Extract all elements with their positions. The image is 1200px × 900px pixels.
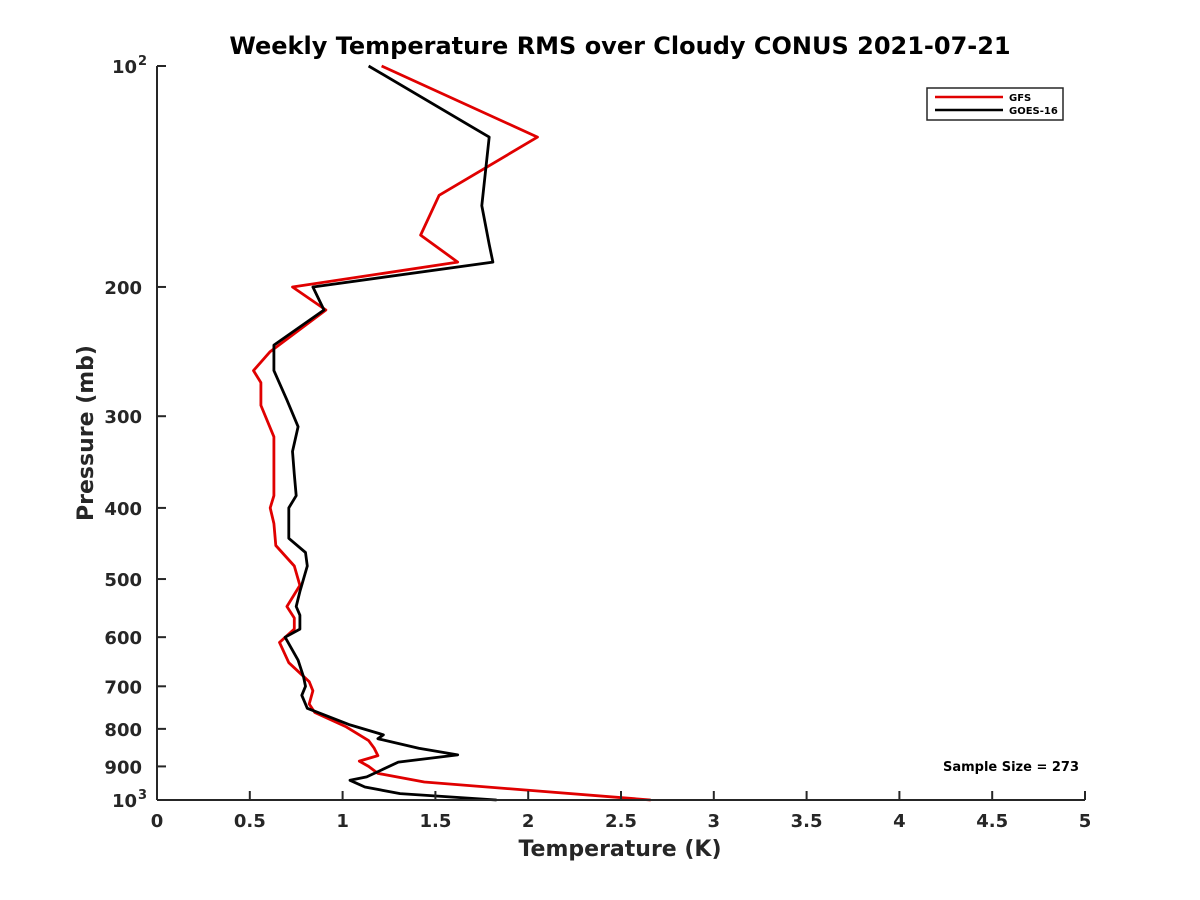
legend-label-goes16: GOES-16 [1009,106,1058,117]
x-tick-label: 0.5 [234,811,266,832]
y-tick-label: 900 [104,757,142,778]
y-tick-label: 400 [104,499,142,520]
y-tick-exponent: 3 [138,788,147,803]
x-axis-label: Temperature (K) [518,837,721,862]
y-tick-label: 500 [104,570,142,591]
series-line-gfs [252,64,651,802]
x-tick-label: 3.5 [791,811,823,832]
series-line-goes16 [272,64,497,802]
chart-title: Weekly Temperature RMS over Cloudy CONUS… [229,32,1010,60]
y-tick-label: 10 [112,57,137,78]
y-tick-label: 600 [104,628,142,649]
y-tick-label: 10 [112,791,137,812]
x-tick-label: 0 [151,811,164,832]
y-tick-label: 700 [104,677,142,698]
x-tick-label: 3 [708,811,721,832]
y-tick-label: 200 [104,278,142,299]
x-tick-label: 2.5 [605,811,637,832]
legend-label-gfs: GFS [1009,93,1031,104]
x-tick-label: 5 [1079,811,1092,832]
y-axis-label: Pressure (mb) [74,345,99,521]
x-tick-label: 4.5 [976,811,1008,832]
legend-box [926,87,1064,121]
x-tick-label: 4 [893,811,906,832]
y-tick-exponent: 2 [138,54,147,69]
y-tick-label: 300 [104,407,142,428]
sample-size-annotation: Sample Size = 273 [943,760,1079,775]
x-tick-label: 2 [522,811,535,832]
x-tick-label: 1.5 [419,811,451,832]
x-ticks: 0 0.5 1 1.5 2 2.5 3 3.5 4 4.5 5 [151,791,1092,832]
x-tick-label: 1 [336,811,349,832]
legend: GFS GOES-16 [926,87,1064,121]
axes: 0 0.5 1 1.5 2 2.5 3 3.5 4 4.5 5 10 2200300400500600… [104,54,1091,832]
plot-lines [252,64,651,802]
y-tick-label: 800 [104,720,142,741]
